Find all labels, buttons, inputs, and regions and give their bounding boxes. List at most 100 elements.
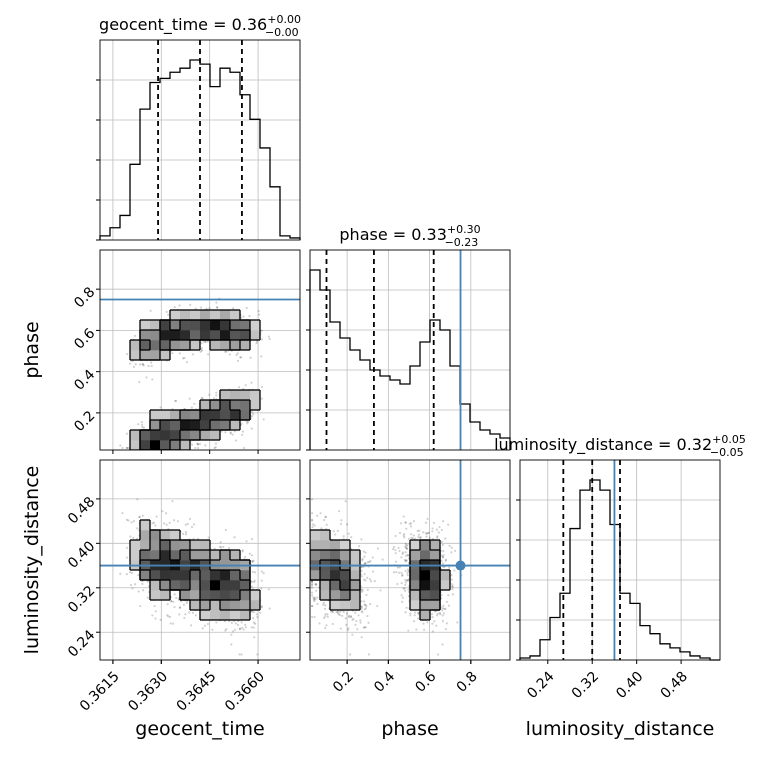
density-cell — [240, 320, 250, 330]
density-cell — [150, 410, 160, 420]
density-cell — [160, 550, 170, 560]
density-cell — [210, 570, 220, 580]
sample-point — [242, 431, 244, 433]
sample-point — [320, 527, 322, 529]
density-cell — [210, 600, 220, 610]
sample-point — [241, 434, 243, 436]
sample-point — [179, 606, 181, 608]
density-cell — [220, 310, 230, 320]
density-cell — [220, 390, 230, 400]
density-cell — [200, 570, 210, 580]
sample-point — [256, 613, 258, 615]
density-cell — [140, 520, 150, 530]
density-cell — [190, 600, 200, 610]
sample-point — [340, 519, 342, 521]
sample-point — [345, 500, 347, 502]
density-cell — [140, 540, 150, 550]
sample-point — [173, 519, 175, 521]
sample-point — [137, 590, 139, 592]
sample-point — [437, 653, 439, 655]
density-cell — [130, 550, 140, 560]
sample-point — [141, 424, 143, 426]
density-cell — [170, 530, 180, 540]
sample-point — [240, 422, 242, 424]
sample-point — [126, 556, 128, 558]
sample-point — [193, 523, 195, 525]
sample-point — [129, 535, 131, 537]
sample-point — [232, 307, 234, 309]
sample-point — [256, 616, 258, 618]
sample-point — [254, 571, 256, 573]
sample-point — [156, 515, 158, 517]
density-cell — [190, 590, 200, 600]
sample-point — [177, 520, 179, 522]
sample-point — [343, 611, 345, 613]
density-cell — [140, 440, 150, 450]
density-cell — [180, 570, 190, 580]
density-cell — [230, 400, 240, 410]
density-cell — [200, 600, 210, 610]
sample-point — [448, 605, 450, 607]
sample-point — [172, 623, 174, 625]
sample-point — [145, 376, 147, 378]
sample-point — [441, 541, 443, 543]
density-cell — [150, 590, 160, 600]
sample-point — [201, 348, 203, 350]
sample-point — [213, 397, 215, 399]
sample-point — [229, 353, 231, 355]
density-cell — [160, 540, 170, 550]
sample-point — [190, 624, 192, 626]
sample-point — [346, 523, 348, 525]
sample-point — [261, 579, 263, 581]
sample-point — [131, 587, 133, 589]
density-cell — [170, 440, 180, 450]
sample-point — [147, 365, 149, 367]
sample-point — [251, 586, 253, 588]
sample-point — [201, 397, 203, 399]
sample-point — [315, 590, 317, 592]
sample-point — [175, 597, 177, 599]
density-cell — [150, 430, 160, 440]
sample-point — [194, 447, 196, 449]
histogram-phase: phase = 0.33+0.30−0.23 — [306, 223, 510, 450]
density-cell — [210, 410, 220, 420]
density-cell — [200, 540, 210, 550]
sample-point — [139, 605, 141, 607]
density-cell — [200, 310, 210, 320]
title-minus: −0.00 — [265, 26, 299, 39]
title-plus: +0.00 — [267, 13, 301, 26]
sample-point — [249, 553, 251, 555]
density-cell — [180, 590, 190, 600]
sample-point — [221, 430, 223, 432]
sample-point — [215, 394, 217, 396]
sample-point — [151, 522, 153, 524]
sample-point — [133, 366, 135, 368]
sample-point — [256, 342, 258, 344]
density-cell — [130, 350, 140, 360]
density-cell — [160, 410, 170, 420]
sample-point — [245, 384, 247, 386]
sample-point — [142, 589, 144, 591]
sample-point — [443, 612, 445, 614]
sample-point — [216, 307, 218, 309]
sample-point — [436, 529, 438, 531]
density-cell — [180, 580, 190, 590]
density-cell — [170, 550, 180, 560]
sample-point — [251, 428, 253, 430]
sample-point — [170, 622, 172, 624]
sample-point — [311, 512, 313, 514]
sample-point — [220, 541, 222, 543]
sample-point — [208, 307, 210, 309]
density-cell — [170, 540, 180, 550]
sample-point — [191, 407, 193, 409]
density-cell — [200, 580, 210, 590]
sample-point — [166, 311, 168, 313]
density-cell — [160, 440, 170, 450]
sample-point — [361, 559, 363, 561]
sample-point — [170, 600, 172, 602]
density-cell — [150, 330, 160, 340]
sample-point — [142, 515, 144, 517]
sample-point — [126, 433, 128, 435]
sample-point — [228, 547, 230, 549]
